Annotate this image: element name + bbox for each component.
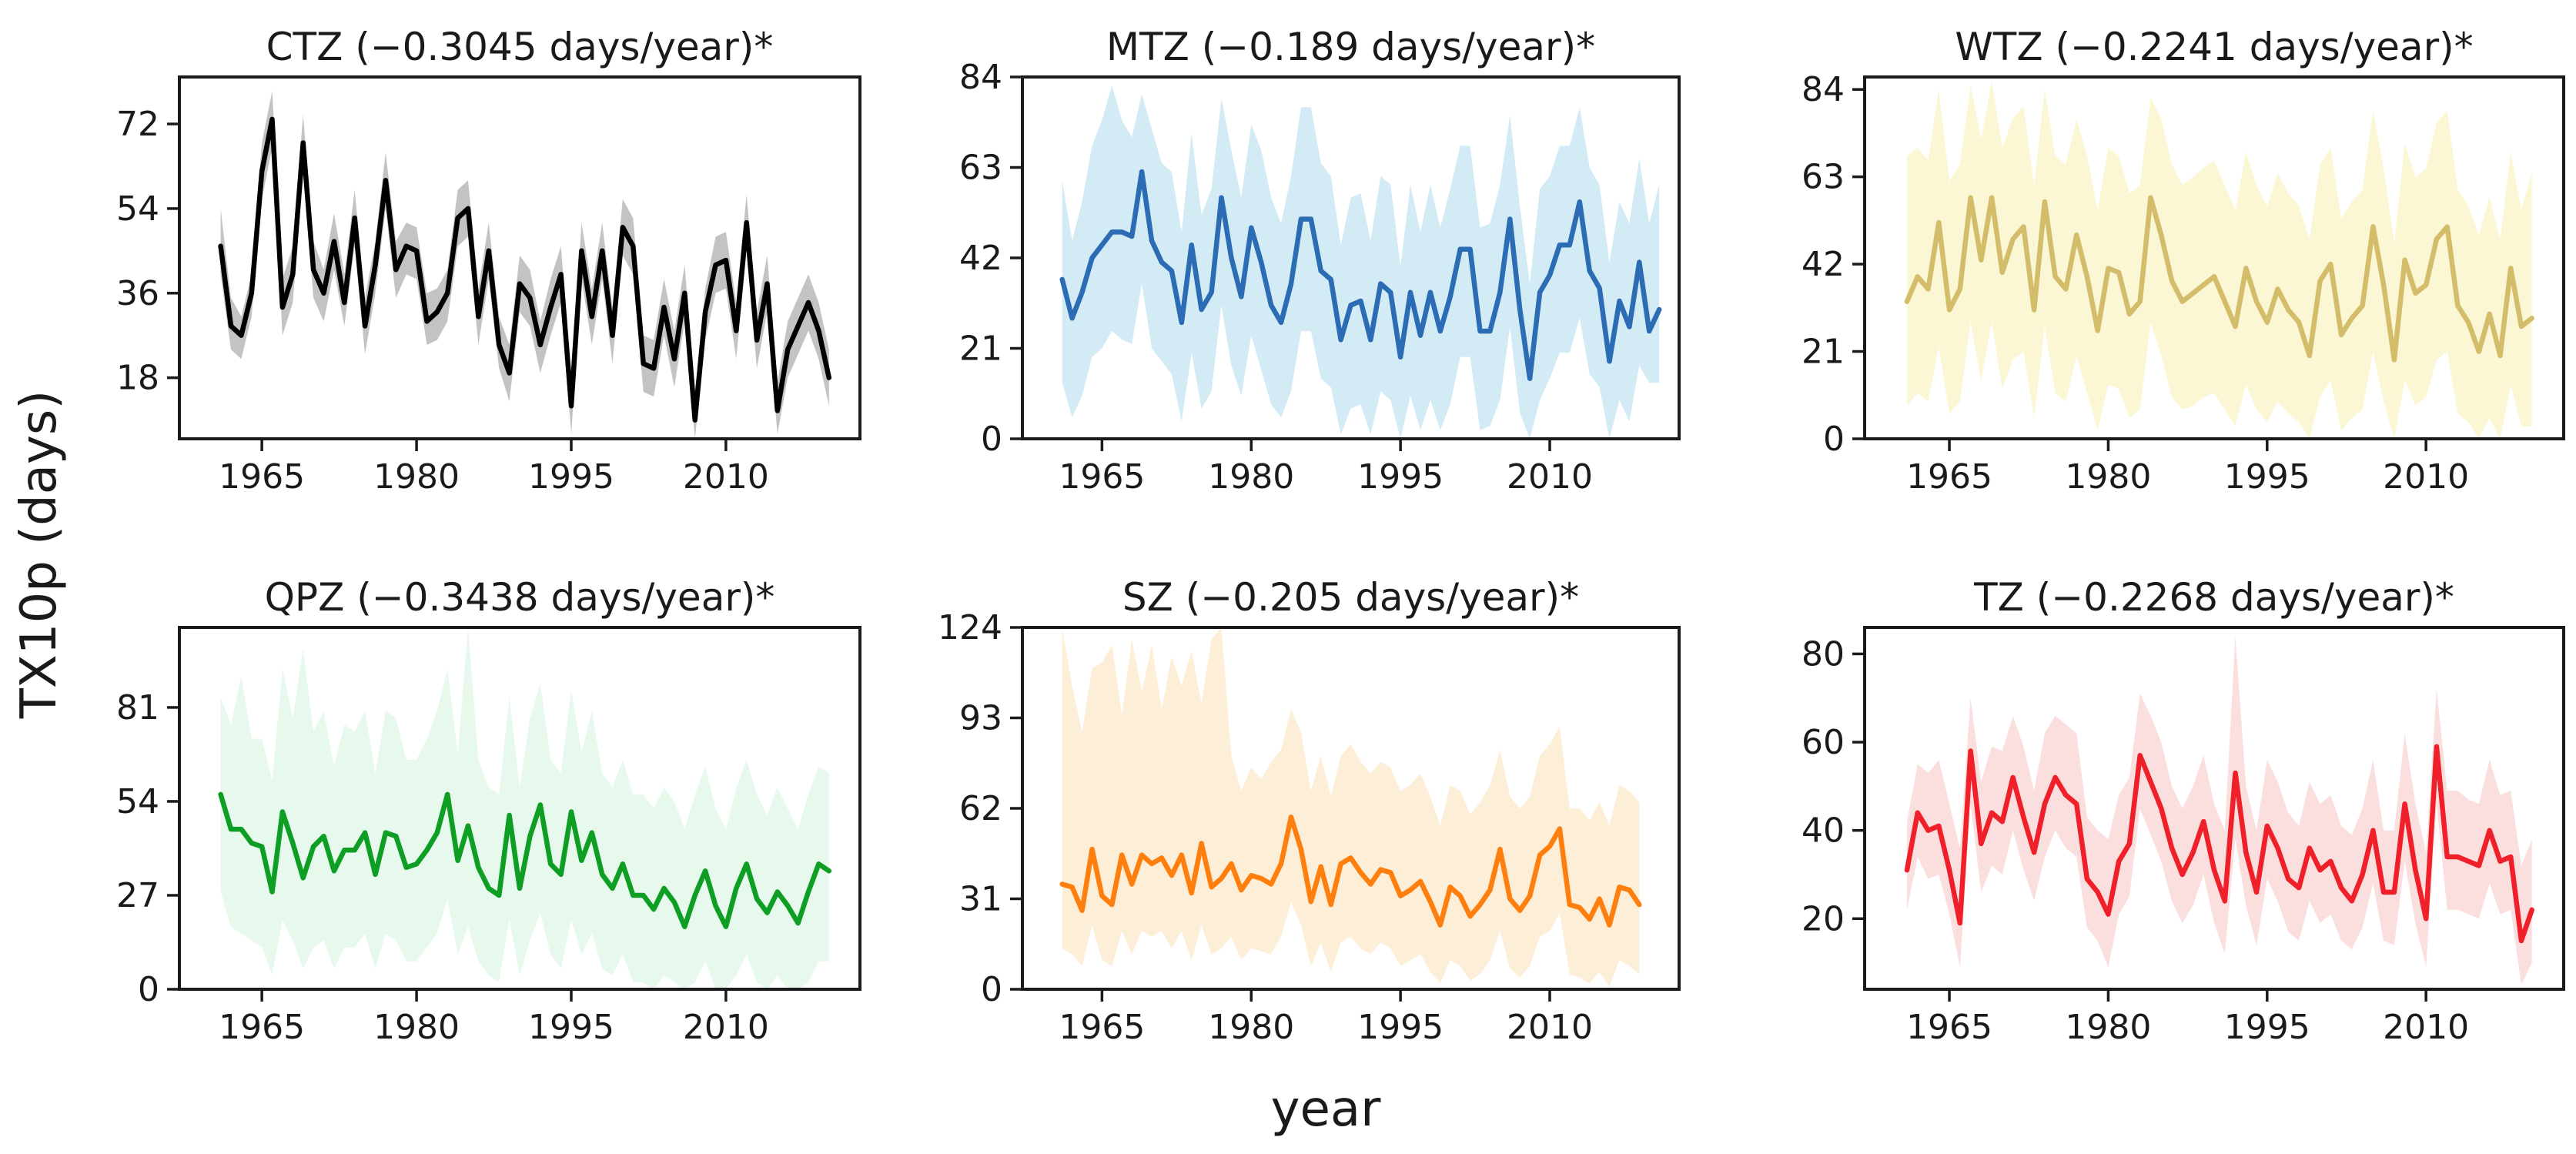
panel-6-x-tick-label: 1965 xyxy=(1906,1008,1992,1047)
panel-2-x-tick-label: 1965 xyxy=(1059,457,1145,497)
panel-6-x-tick-label: 1995 xyxy=(2224,1008,2310,1047)
panel-2-y-tick-label: 63 xyxy=(959,149,1002,188)
panel-5-x-tick-label: 1980 xyxy=(1208,1008,1294,1047)
panel-1-x-tick-label: 1965 xyxy=(219,457,305,497)
panel-5-y-tick-label: 0 xyxy=(981,970,1002,1009)
panel-4-series-line xyxy=(218,791,832,929)
panel-6-y-tick-label: 80 xyxy=(1802,634,1845,674)
panel-6-y-tick-label: 20 xyxy=(1802,899,1845,938)
panel-3-y-tick-label: 42 xyxy=(1802,245,1845,284)
panel-2-x-tick-label: 1995 xyxy=(1357,457,1444,497)
panel-1-series-line xyxy=(218,116,832,423)
panel-4-y-tick-label: 0 xyxy=(138,970,159,1009)
panel-3-confidence-band xyxy=(1907,81,2532,439)
panel-3-x-tick-label: 1965 xyxy=(1906,457,1992,497)
panel-1-x-tick-label: 1995 xyxy=(528,457,614,497)
panel-2: MTZ (−0.189 days/year)* 0 21 42 63 84 1965 1980… xyxy=(959,25,1681,497)
panel-1-x-tick-label: 1980 xyxy=(373,457,460,497)
panel-2-title: MTZ (−0.189 days/year)* xyxy=(1106,25,1595,69)
panel-5-y-tick-label: 31 xyxy=(959,880,1002,919)
panel-3-y-tick-label: 63 xyxy=(1802,158,1845,197)
panel-6-x-tick-label: 1980 xyxy=(2065,1008,2151,1047)
panel-2-x-tick-label: 2010 xyxy=(1507,457,1593,497)
panel-4-y-tick-label: 54 xyxy=(116,782,159,821)
panel-4-title: QPZ (−0.3438 days/year)* xyxy=(265,575,775,620)
panel-5-y-tick-label: 124 xyxy=(938,608,1002,647)
panel-1-axes-frame xyxy=(178,75,861,440)
panel-4-x-tick-label: 1965 xyxy=(219,1008,305,1047)
panel-2-y-tick-label: 0 xyxy=(981,420,1002,459)
panel-6: TZ (−0.2268 days/year)* 20 40 60 80 1965 1980 1… xyxy=(1802,575,2565,1047)
panel-1-title: CTZ (−0.3045 days/year)* xyxy=(266,25,774,69)
panel-3-title: WTZ (−0.2241 days/year)* xyxy=(1955,25,2473,69)
panel-2-y-tick-label: 21 xyxy=(959,329,1002,369)
panel-3: WTZ (−0.2241 days/year)* 0 21 42 63 84 1965 198… xyxy=(1802,25,2565,497)
panel-3-y-tick-label: 21 xyxy=(1802,333,1845,372)
panel-5-x-tick-label: 1995 xyxy=(1357,1008,1444,1047)
panel-3-y-tick-label: 0 xyxy=(1823,420,1845,459)
panel-4-x-tick-label: 1995 xyxy=(528,1008,614,1047)
panel-4-confidence-band xyxy=(220,627,829,989)
panel-1: CTZ (−0.3045 days/year)* 18 36 54 72 1965 1980… xyxy=(116,25,861,497)
panel-5-y-tick-label: 93 xyxy=(959,699,1002,738)
panel-1-y-tick-label: 18 xyxy=(116,359,159,398)
panel-3-y-tick-label: 84 xyxy=(1802,70,1845,109)
panel-6-x-tick-label: 2010 xyxy=(2383,1008,2469,1047)
panel-4-x-tick-label: 2010 xyxy=(683,1008,769,1047)
panel-4-axes-frame xyxy=(178,626,861,991)
panel-5-title: SZ (−0.205 days/year)* xyxy=(1122,575,1579,620)
figure-y-axis-label: TX10p (days) xyxy=(11,390,68,719)
panel-5-x-tick-label: 1965 xyxy=(1059,1008,1145,1047)
panel-6-axes-frame xyxy=(1863,626,2565,991)
panel-3-series-line xyxy=(1904,195,2534,363)
panel-2-x-tick-label: 1980 xyxy=(1208,457,1294,497)
panel-2-y-tick-label: 42 xyxy=(959,239,1002,278)
panel-5-series-line xyxy=(1059,814,1642,928)
panel-4-y-tick-label: 81 xyxy=(116,688,159,728)
panel-6-confidence-band xyxy=(1907,636,2532,985)
panel-3-axes-frame xyxy=(1863,75,2565,440)
panel-5-confidence-band xyxy=(1062,627,1640,987)
panel-6-title: TZ (−0.2268 days/year)* xyxy=(1973,575,2454,620)
panel-1-y-tick-label: 72 xyxy=(116,105,159,144)
panel-1-y-tick-label: 54 xyxy=(116,189,159,229)
panel-2-series-line xyxy=(1059,169,1662,381)
figure-x-axis-label: year xyxy=(1271,1081,1381,1138)
panel-2-y-tick-label: 84 xyxy=(959,58,1002,97)
panel-6-y-tick-label: 40 xyxy=(1802,811,1845,851)
panels: CTZ (−0.3045 days/year)* 18 36 54 72 1965 1980… xyxy=(116,25,2565,1047)
panel-1-x-tick-label: 2010 xyxy=(683,457,769,497)
panel-6-series-line xyxy=(1904,744,2534,944)
panel-3-x-tick-label: 1980 xyxy=(2065,457,2151,497)
panel-3-x-tick-label: 2010 xyxy=(2383,457,2469,497)
panel-1-y-tick-label: 36 xyxy=(116,274,159,313)
panel-4: QPZ (−0.3438 days/year)* 0 27 54 81 1965 1980 1… xyxy=(116,575,861,1047)
panel-4-x-tick-label: 1980 xyxy=(373,1008,460,1047)
panel-3-x-tick-label: 1995 xyxy=(2224,457,2310,497)
panel-5: SZ (−0.205 days/year)* 0 31 62 93 124 1965 1980… xyxy=(938,575,1681,1047)
panel-4-y-tick-label: 27 xyxy=(116,876,159,915)
panel-2-confidence-band xyxy=(1062,85,1660,439)
panel-5-y-tick-label: 62 xyxy=(959,789,1002,828)
panel-6-y-tick-label: 60 xyxy=(1802,723,1845,762)
panel-5-x-tick-label: 2010 xyxy=(1507,1008,1593,1047)
